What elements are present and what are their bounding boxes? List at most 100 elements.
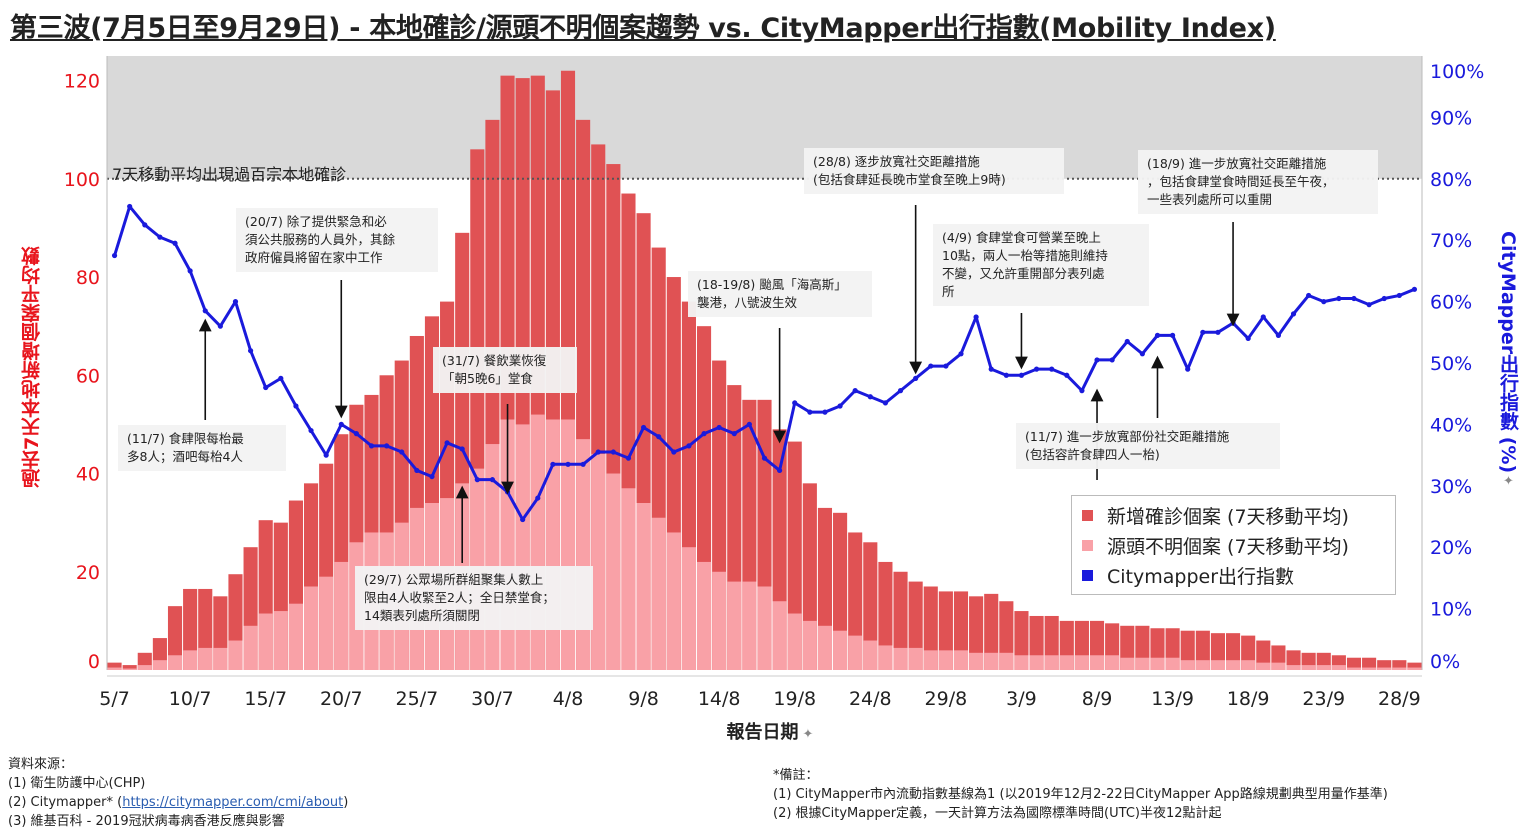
pin-icon[interactable]: ✦	[1501, 473, 1516, 489]
bar-unknown	[848, 635, 863, 670]
legend-item-unknown[interactable]: 源頭不明個案 (7天移動平均)	[1072, 530, 1395, 560]
bar-unknown	[1346, 667, 1362, 670]
mobility-point	[1094, 357, 1100, 363]
bar-confirmed	[122, 665, 137, 670]
mobility-point	[852, 388, 858, 394]
x-tick-label: 13/9	[1151, 688, 1194, 710]
note-line: (1) CityMapper市內流動指數基線為1 (以2019年12月2-22日…	[773, 787, 1388, 802]
bar-confirmed	[1407, 662, 1422, 670]
bar-unknown	[228, 640, 243, 670]
mobility-point	[1049, 366, 1055, 372]
bar-unknown	[666, 532, 681, 670]
bar-unknown	[1105, 655, 1120, 670]
mobility-point	[913, 375, 919, 381]
notes-heading: *備註：	[773, 768, 819, 783]
source-line: (3) 維基百科 - 2019冠狀病毒病香港反應與影響	[8, 814, 285, 829]
bar-unknown	[787, 613, 802, 670]
bar-confirmed	[848, 532, 863, 670]
bar-unknown	[863, 640, 878, 670]
bar-confirmed	[1346, 657, 1362, 670]
mobility-point	[399, 449, 405, 455]
bar-unknown	[1074, 655, 1089, 670]
bar-unknown	[1241, 660, 1256, 670]
bar-unknown	[1044, 655, 1059, 670]
mobility-point	[1185, 366, 1191, 372]
mobility-point	[429, 473, 435, 480]
bar-unknown	[757, 586, 772, 670]
x-tick-label: 30/7	[471, 688, 514, 710]
mobility-point	[1366, 302, 1372, 308]
bar-unknown	[772, 601, 787, 670]
mobility-point	[792, 400, 798, 406]
x-tick-label: 25/7	[396, 688, 439, 710]
annotation-line: 須公共服務的人員外，其餘	[245, 232, 396, 247]
mobility-point	[111, 252, 118, 259]
bar-unknown	[288, 603, 303, 670]
left-tick-label: 40	[76, 464, 100, 486]
legend-label: 源頭不明個案 (7天移動平均)	[1107, 535, 1349, 558]
mobility-point	[1245, 335, 1251, 342]
mobility-point	[1124, 338, 1130, 345]
legend-swatch	[1082, 509, 1093, 521]
annotation-arrows	[198, 205, 1240, 563]
x-tick-label: 15/7	[244, 688, 287, 710]
bar-unknown	[923, 650, 938, 670]
bar-unknown	[893, 647, 908, 670]
bar-unknown	[152, 660, 167, 670]
bar-unknown	[167, 655, 183, 670]
annotation-line: 多8人；酒吧每枱4人	[127, 449, 243, 464]
mobility-point	[308, 427, 314, 434]
bar-unknown	[198, 647, 213, 670]
annotation-line: 不變，又允許重開部分表列處	[942, 266, 1105, 281]
bar-unknown	[213, 647, 228, 670]
annotation-line: (20/7) 除了提供緊急和必	[245, 214, 387, 229]
right-tick-label: 10%	[1430, 599, 1472, 621]
x-tick-label: 18/9	[1227, 688, 1270, 710]
bar-unknown	[1362, 667, 1377, 670]
annotation-line: (18-19/8) 颱風「海高斯」	[697, 277, 847, 292]
bar-unknown	[1301, 665, 1316, 670]
bar-unknown	[183, 650, 198, 670]
mobility-point	[217, 323, 223, 329]
mobility-point	[232, 299, 239, 305]
annotation-line: (31/7) 餐飲業恢復	[442, 353, 547, 368]
mobility-point	[444, 440, 450, 446]
bar-confirmed	[183, 588, 198, 670]
bar-unknown	[1165, 657, 1180, 670]
left-tick-label: 120	[64, 71, 100, 93]
mobility-point	[867, 394, 873, 400]
bar-unknown	[681, 547, 696, 670]
pin-icon[interactable]: ✦	[802, 727, 814, 742]
bar-unknown	[1014, 655, 1029, 670]
mobility-point	[1230, 320, 1236, 326]
mobility-point	[142, 222, 148, 228]
x-axis-title: 報告日期 ✦	[690, 718, 850, 744]
annotation-line: (11/7) 進一步放寬部份社交距離措施	[1025, 429, 1230, 444]
mobility-point	[1033, 366, 1040, 372]
legend-swatch	[1082, 539, 1093, 551]
bar-unknown	[999, 652, 1014, 670]
mobility-point	[671, 449, 677, 455]
bar-unknown	[1029, 655, 1044, 670]
bar-confirmed	[863, 542, 878, 670]
x-tick-label: 28/9	[1378, 688, 1421, 710]
bar-unknown	[878, 645, 893, 670]
legend-item-mobility[interactable]: Citymapper出行指數	[1072, 560, 1395, 590]
mobility-point	[701, 431, 707, 437]
bar-confirmed	[1377, 660, 1392, 670]
right-tick-label: 0%	[1430, 651, 1460, 673]
bar-unknown	[545, 419, 560, 670]
mobility-point	[1275, 332, 1282, 338]
annotation-28-8: (28/8) 逐步放寬社交距離措施 (包括食肆延長晚市堂食至晚上9時)	[804, 148, 1064, 194]
mobility-point	[353, 431, 359, 437]
mobility-point	[1154, 332, 1161, 338]
bar-unknown	[606, 473, 621, 670]
bar-unknown	[1407, 667, 1422, 670]
mobility-point	[565, 461, 571, 467]
annotation-line: 限由4人收緊至2人；全日禁堂食；	[364, 590, 555, 605]
legend-item-confirmed[interactable]: 新增確診個案 (7天移動平均)	[1072, 500, 1395, 530]
annotation-line: 襲港，八號波生效	[697, 295, 798, 310]
left-tick-label: 20	[76, 562, 100, 584]
source-suffix: )	[343, 795, 349, 810]
citymapper-link[interactable]: https://citymapper.com/cmi/about	[122, 795, 344, 810]
